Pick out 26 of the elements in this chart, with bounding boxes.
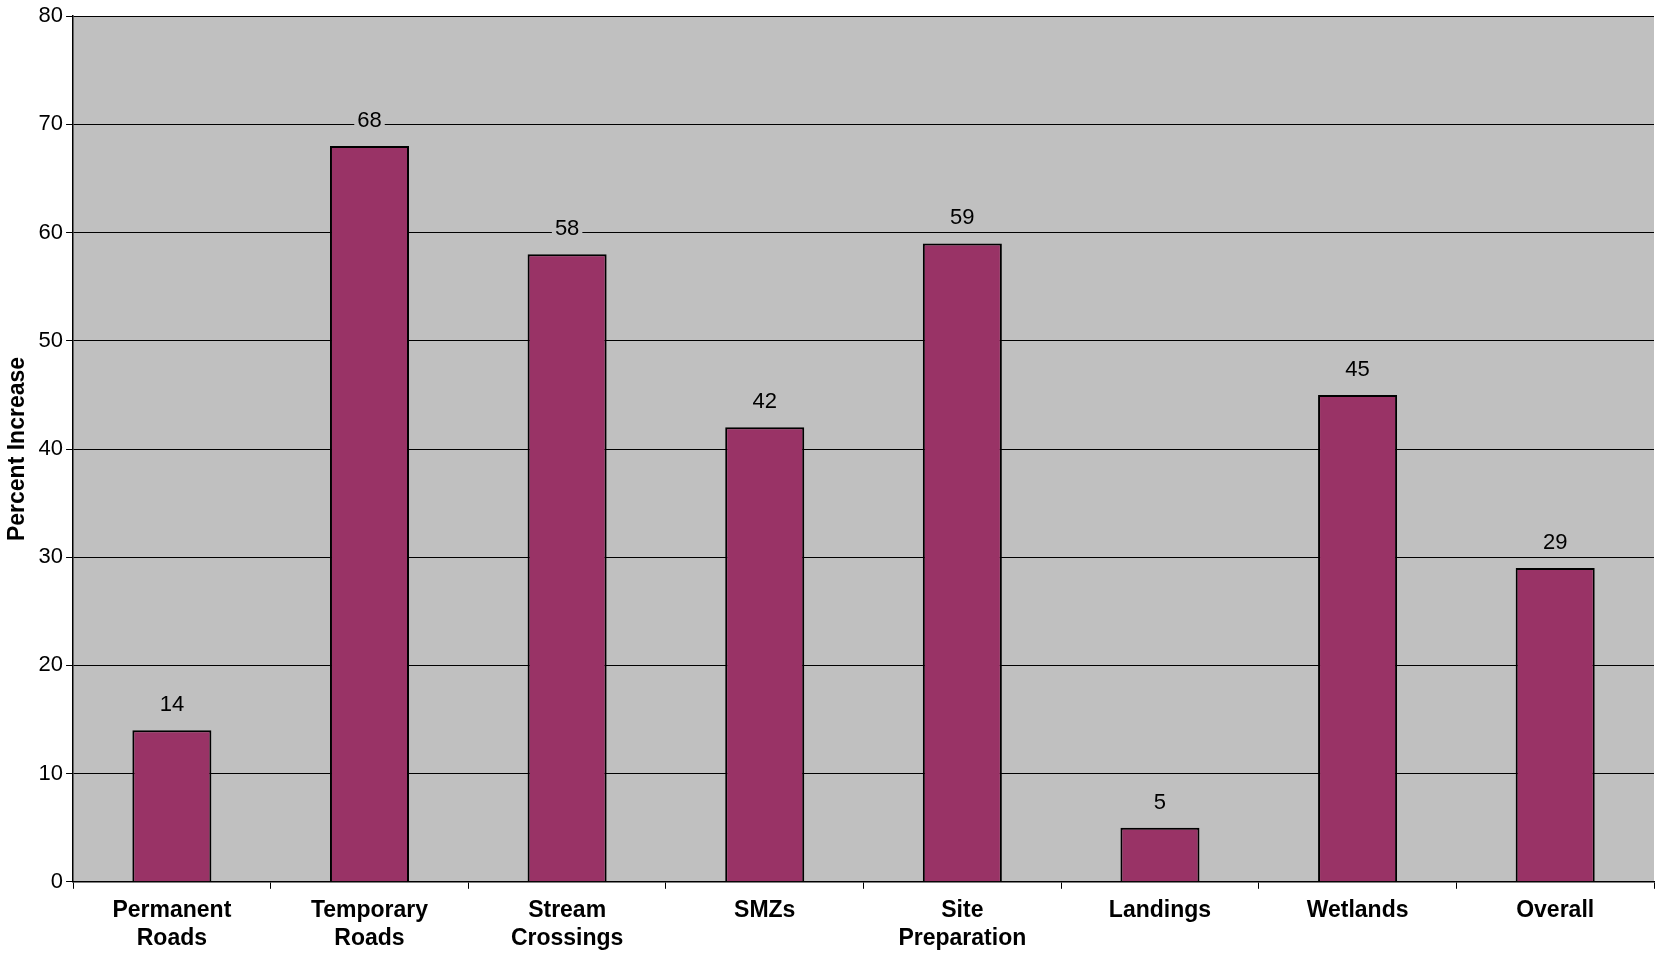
data-label: 45 [1345, 355, 1370, 381]
y-tick-label: 60 [38, 218, 64, 244]
data-label: 5 [1153, 788, 1167, 814]
y-tick-label: 10 [38, 759, 64, 785]
x-tick-label: Wetlands [1306, 895, 1409, 922]
data-label: 42 [752, 388, 777, 414]
y-tick-label: 70 [38, 110, 64, 136]
x-tick-label: Site Preparation [898, 895, 1027, 950]
y-tick-label: 40 [38, 435, 64, 461]
x-tick-label: Landings [1108, 895, 1212, 922]
y-tick-label: 80 [38, 2, 64, 28]
y-tick-label: 20 [38, 651, 64, 677]
y-axis-title: Percent Increase [3, 356, 30, 542]
data-label: 59 [950, 204, 975, 230]
x-tick-label: Overall [1516, 895, 1595, 922]
x-tick-label: Temporary Roads [310, 895, 429, 950]
y-tick-label: 0 [50, 867, 64, 893]
data-label: 14 [159, 691, 185, 717]
x-tick-label: Permanent Roads [112, 895, 232, 950]
data-label: 29 [1542, 529, 1568, 555]
data-label: 68 [357, 107, 382, 133]
y-tick-label: 50 [38, 326, 64, 352]
x-tick-label: Stream Crossings [510, 895, 624, 950]
x-tick-label: SMZs [734, 895, 796, 922]
data-label: 58 [554, 215, 580, 241]
y-tick-label: 30 [38, 543, 64, 569]
